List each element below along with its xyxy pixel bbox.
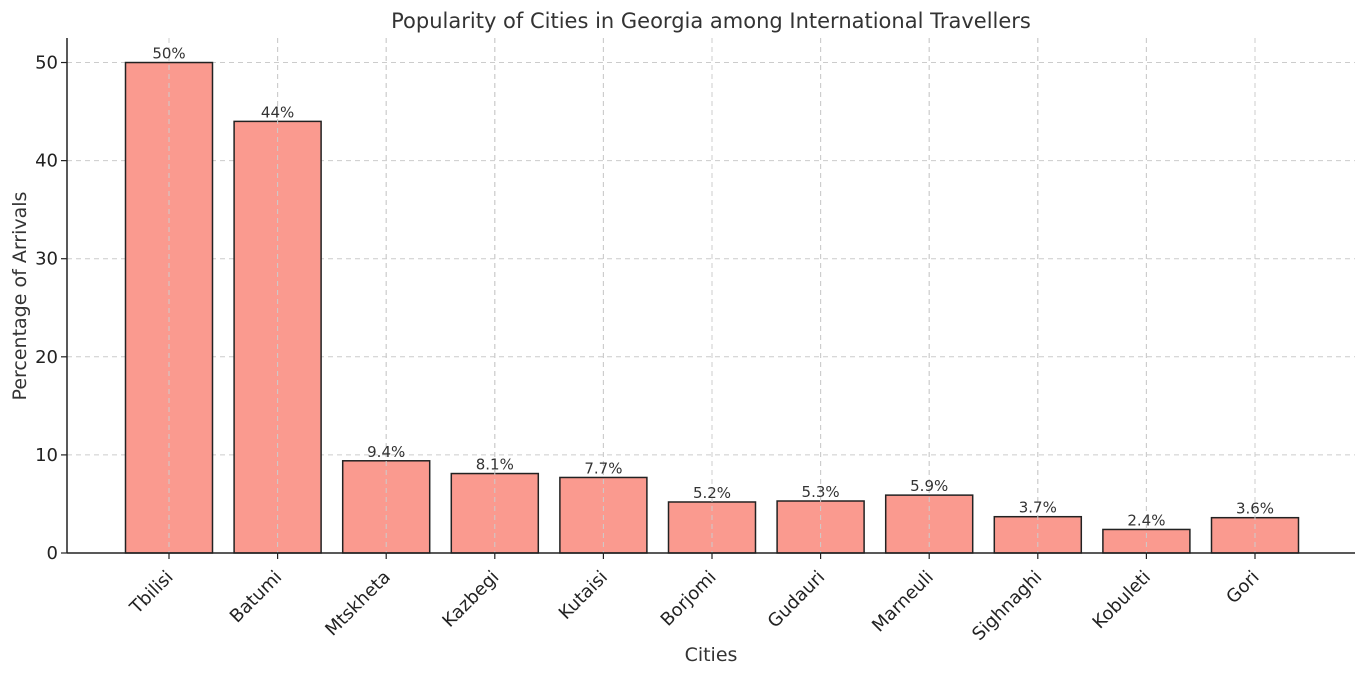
x-tick-label: Kutaisi <box>555 567 612 624</box>
x-tick-label: Gori <box>1222 567 1263 608</box>
data-label: 44% <box>261 103 294 121</box>
data-labels: 50% 44% 9.4% 8.1% 7.7% 5.2% 5.3% 5.9% 3.7% 2.4% 3.… <box>152 45 1274 530</box>
y-tick-label: 30 <box>35 249 58 270</box>
data-label: 50% <box>152 45 185 63</box>
data-label: 9.4% <box>367 443 405 461</box>
data-label: 5.9% <box>910 477 948 495</box>
data-label: 3.7% <box>1019 499 1057 517</box>
x-axis-ticks: Tbilisi Batumi Mtskheta Kazbegi Kutaisi Borjo… <box>125 553 1264 645</box>
y-tick-label: 40 <box>35 151 58 172</box>
x-tick-label: Sighnaghi <box>968 567 1046 645</box>
x-axis-label: Cities <box>685 644 738 666</box>
chart-title: Popularity of Cities in Georgia among In… <box>391 9 1031 33</box>
y-tick-label: 10 <box>35 445 58 466</box>
bar-kobuleti <box>1102 528 1191 554</box>
x-tick-label: Tbilisi <box>125 567 177 619</box>
y-tick-label: 0 <box>47 543 58 564</box>
data-label: 3.6% <box>1236 500 1274 518</box>
x-tick-label: Mtskheta <box>321 567 395 641</box>
y-tick-label: 50 <box>35 53 58 74</box>
x-tick-label: Borjomi <box>657 567 721 631</box>
data-label: 8.1% <box>476 456 514 474</box>
y-axis-ticks: 0 10 20 30 40 50 <box>35 53 67 564</box>
x-tick-label: Gudauri <box>764 567 829 632</box>
data-label: 2.4% <box>1127 511 1165 529</box>
x-tick-label: Kobuleti <box>1089 567 1155 633</box>
data-label: 7.7% <box>584 459 622 477</box>
data-label: 5.3% <box>802 483 840 501</box>
x-tick-label: Kazbegi <box>438 567 503 632</box>
x-tick-label: Marneuli <box>868 567 938 637</box>
axes <box>66 38 1355 554</box>
y-tick-label: 20 <box>35 347 58 368</box>
data-label: 5.2% <box>693 484 731 502</box>
x-tick-label: Batumi <box>226 567 286 627</box>
y-axis-label: Percentage of Arrivals <box>9 192 31 401</box>
bar-kazbegi <box>450 472 540 554</box>
